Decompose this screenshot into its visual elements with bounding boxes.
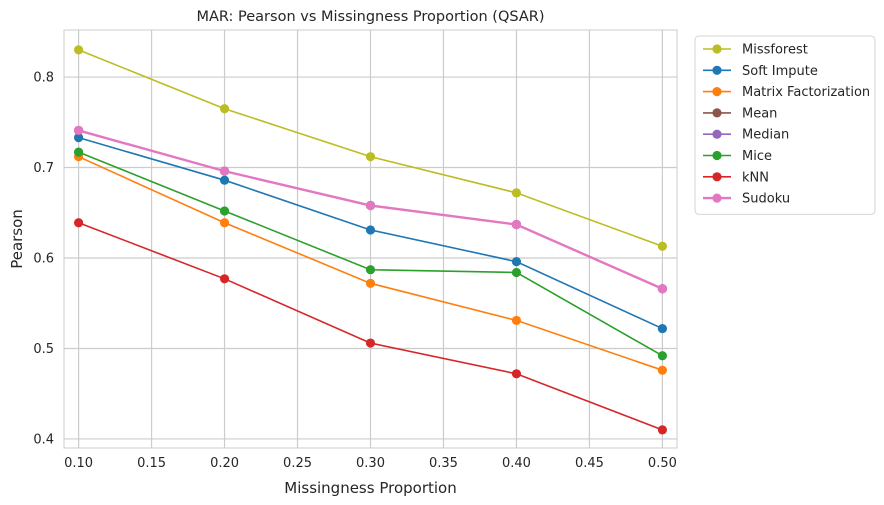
x-tick-label: 0.25 (283, 456, 312, 471)
legend-entry: Sudoku (703, 192, 790, 207)
legend-entry: Mean (703, 106, 777, 121)
legend-swatch-marker (712, 44, 722, 54)
data-point (219, 218, 230, 228)
legend-label: Sudoku (742, 192, 790, 207)
data-point (73, 218, 84, 228)
data-point (73, 133, 84, 143)
legend-entry: Matrix Factorization (703, 85, 870, 100)
x-tick-label: 0.20 (210, 456, 239, 471)
x-axis-ticks: 0.10 0.15 0.20 0.25 0.30 0.35 0.40 0.45 0.50 (64, 456, 677, 471)
grid (64, 30, 677, 448)
series-layer (73, 45, 668, 435)
x-tick-label: 0.15 (137, 456, 166, 471)
data-point (511, 267, 522, 278)
x-tick-label: 0.35 (429, 456, 458, 471)
data-point (511, 219, 522, 230)
series-soft-impute (73, 133, 668, 334)
data-point (657, 365, 668, 375)
legend-label: Missforest (742, 43, 808, 58)
data-point (365, 152, 376, 162)
x-tick-label: 0.40 (502, 456, 531, 471)
y-tick-label: 0.7 (33, 161, 54, 176)
legend-swatch-marker (712, 65, 722, 75)
chart-title: MAR: Pearson vs Missingness Proportion (… (196, 9, 544, 25)
data-point (511, 188, 522, 198)
data-point (73, 45, 84, 55)
legend-swatch-marker (712, 87, 722, 97)
legend-entry: Mice (703, 149, 772, 164)
data-point (219, 274, 230, 284)
data-point (365, 278, 376, 288)
data-point (657, 241, 668, 251)
data-point (365, 200, 376, 211)
series-missforest (73, 45, 668, 251)
data-point (219, 104, 230, 114)
plot-area-frame (63, 29, 678, 449)
legend-label: kNN (742, 170, 769, 185)
legend: Missforest Soft Impute Matrix Factorizatio… (694, 35, 876, 215)
data-point (73, 125, 84, 136)
data-point (365, 265, 376, 275)
x-tick-label: 0.45 (575, 456, 604, 471)
data-point (657, 425, 668, 435)
data-point (365, 225, 376, 235)
legend-swatch-marker (712, 108, 722, 118)
x-axis-label: Missingness Proportion (284, 479, 456, 497)
legend-label: Matrix Factorization (742, 85, 870, 100)
data-point (657, 323, 668, 334)
series-knn (73, 218, 668, 435)
y-tick-label: 0.4 (33, 432, 54, 447)
y-axis-ticks: 0.4 0.5 0.6 0.7 0.8 (33, 71, 54, 448)
data-point (219, 206, 230, 216)
legend-box (694, 35, 876, 215)
legend-label: Mice (742, 149, 772, 164)
legend-label: Mean (742, 106, 777, 121)
legend-label: Median (742, 128, 789, 143)
y-tick-label: 0.6 (33, 252, 54, 267)
legend-swatch-marker (712, 129, 722, 139)
legend-swatch-marker (712, 150, 722, 161)
x-tick-label: 0.10 (64, 456, 93, 471)
data-point (219, 175, 230, 185)
data-point (219, 166, 230, 176)
data-point (657, 351, 668, 361)
legend-label: Soft Impute (742, 64, 818, 79)
data-point (511, 257, 522, 267)
data-point (511, 369, 522, 379)
series-mice (73, 147, 668, 361)
data-point (365, 338, 376, 348)
legend-swatch-marker (712, 193, 722, 203)
data-point (657, 284, 668, 294)
legend-entry: kNN (703, 170, 769, 185)
legend-entry: Soft Impute (703, 64, 818, 79)
data-point (73, 147, 84, 157)
legend-entry: Median (703, 128, 789, 143)
y-tick-label: 0.8 (33, 71, 54, 86)
x-tick-label: 0.50 (648, 456, 677, 471)
y-tick-label: 0.5 (33, 342, 54, 357)
series-matrix-factorization (73, 152, 668, 375)
data-point (511, 315, 522, 326)
y-axis-label: Pearson (8, 209, 26, 269)
legend-swatch-marker (712, 172, 722, 182)
series-sudoku (73, 125, 668, 294)
legend-entry: Missforest (703, 43, 808, 58)
x-tick-label: 0.30 (356, 456, 385, 471)
